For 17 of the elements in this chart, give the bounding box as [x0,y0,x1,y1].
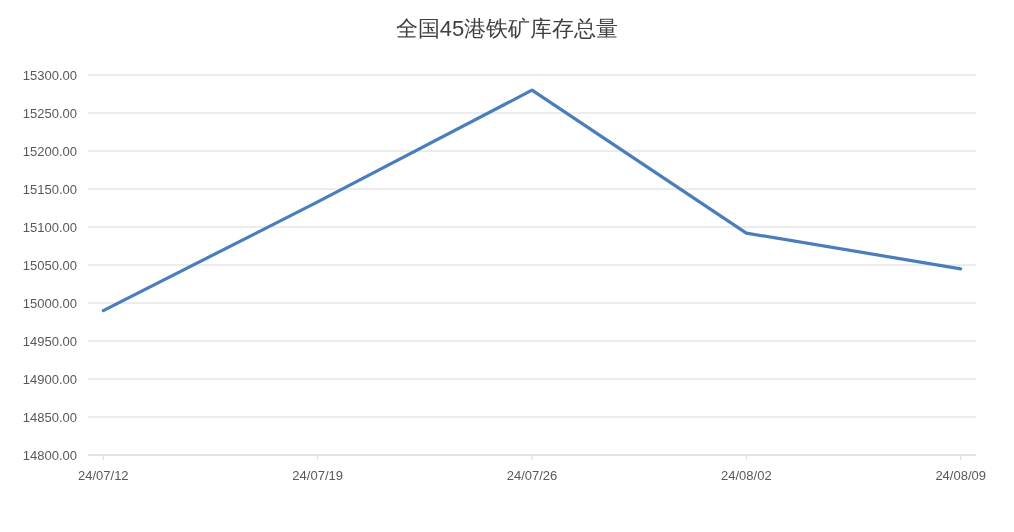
y-tick-label: 15050.00 [22,257,77,273]
x-tick-label: 24/07/19 [292,468,343,483]
y-tick-label: 15200.00 [22,143,77,159]
y-tick-label: 14850.00 [22,409,77,425]
y-tick-label: 15250.00 [22,105,77,121]
x-tick-label: 24/08/09 [935,468,986,483]
y-tick-label: 15000.00 [22,295,77,311]
y-tick-label: 14900.00 [22,371,77,387]
chart-title: 全国45港铁矿库存总量 [395,16,619,41]
y-tick-label: 14800.00 [22,447,77,463]
y-tick-label: 14950.00 [22,333,77,349]
x-tick-label: 24/08/02 [721,468,772,483]
y-tick-label: 15300.00 [22,67,77,83]
y-tick-label: 15150.00 [22,181,77,197]
x-tick-label: 24/07/12 [78,468,129,483]
y-tick-label: 15100.00 [22,219,77,235]
x-tick-label: 24/07/26 [506,468,558,483]
